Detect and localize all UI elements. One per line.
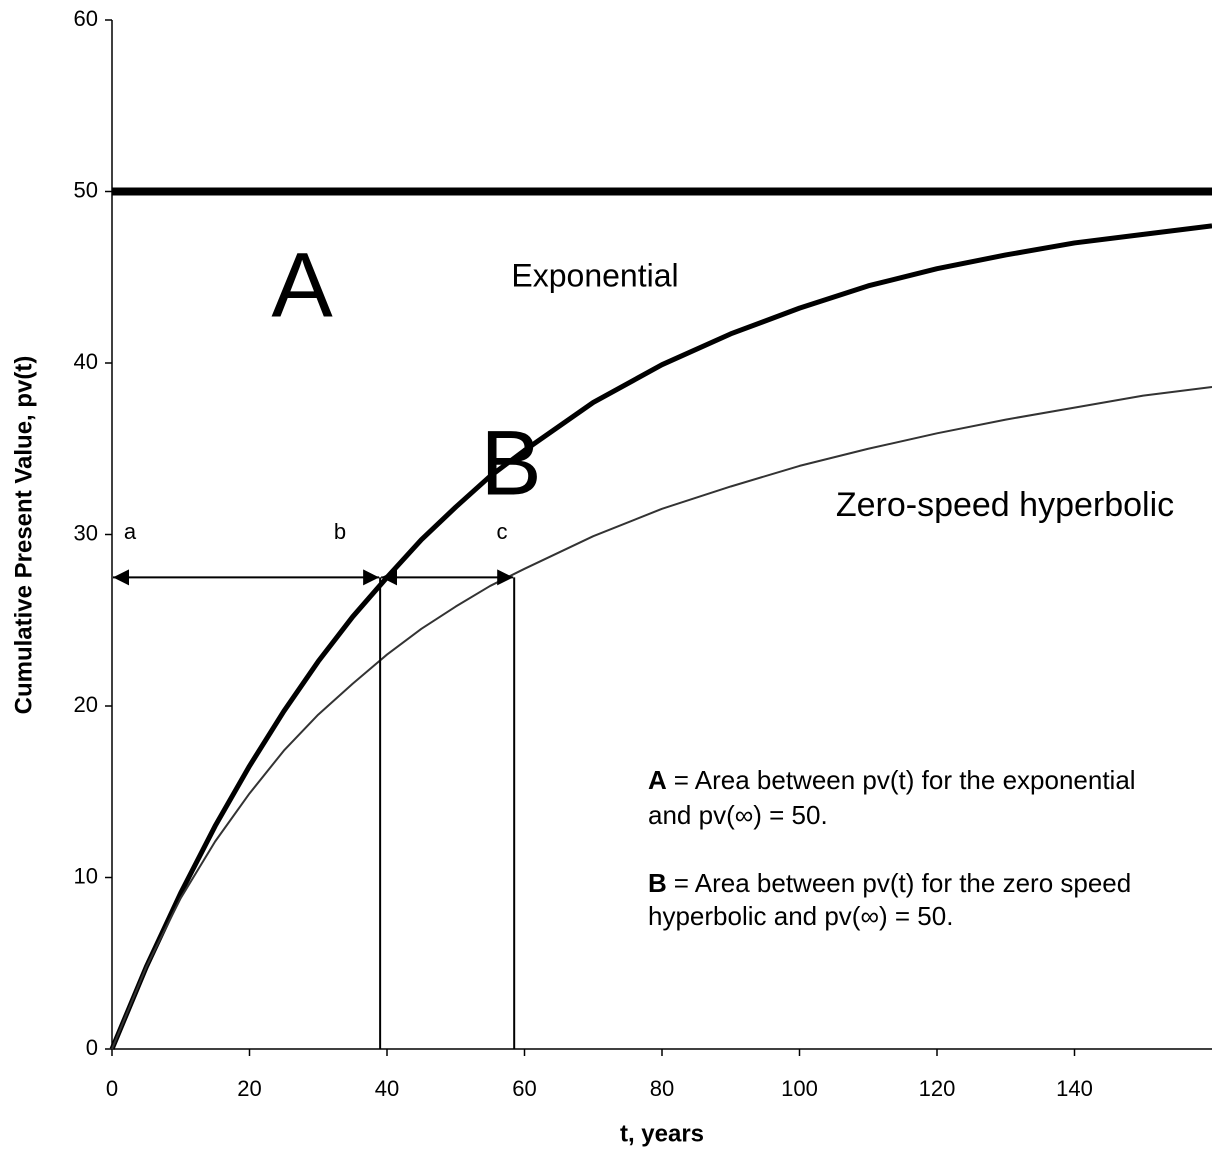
interval-label: c (497, 519, 508, 544)
note-key: A (648, 765, 667, 795)
interval-label: b (334, 519, 346, 544)
x-tick-label: 0 (106, 1076, 118, 1101)
x-axis-title: t, years (620, 1120, 704, 1147)
note-text: = Area between pv(t) for the exponential (674, 765, 1136, 795)
y-tick-label: 30 (74, 520, 98, 545)
x-tick-label: 120 (919, 1076, 956, 1101)
y-tick-label: 20 (74, 692, 98, 717)
x-tick-label: 20 (237, 1076, 261, 1101)
y-tick-label: 40 (74, 349, 98, 374)
annotation: A (271, 234, 333, 336)
x-tick-label: 60 (512, 1076, 536, 1101)
x-tick-label: 40 (375, 1076, 399, 1101)
note-key: B (648, 868, 667, 898)
annotation: B (480, 412, 541, 514)
x-tick-label: 140 (1056, 1076, 1093, 1101)
interval-label: a (124, 519, 137, 544)
annotation: Zero-speed hyperbolic (836, 486, 1174, 524)
x-tick-label: 100 (781, 1076, 818, 1101)
y-tick-label: 50 (74, 177, 98, 202)
series-line (111, 386, 1212, 1050)
annotation: Exponential (511, 257, 678, 293)
y-tick-label: 10 (74, 863, 98, 888)
note-line: B = Area between pv(t) for the zero speed (648, 868, 1131, 898)
note-line: and pv(∞) = 50. (648, 800, 828, 830)
note-line: A = Area between pv(t) for the exponentia… (648, 765, 1136, 795)
x-tick-label: 80 (650, 1076, 674, 1101)
y-tick-label: 60 (74, 6, 98, 31)
y-axis-title: Cumulative Present Value, pv(t) (10, 356, 37, 715)
note-text: = Area between pv(t) for the zero speed (674, 868, 1131, 898)
y-tick-label: 0 (86, 1035, 98, 1060)
note-line: hyperbolic and pv(∞) = 50. (648, 901, 953, 931)
series-line (109, 223, 1212, 1050)
